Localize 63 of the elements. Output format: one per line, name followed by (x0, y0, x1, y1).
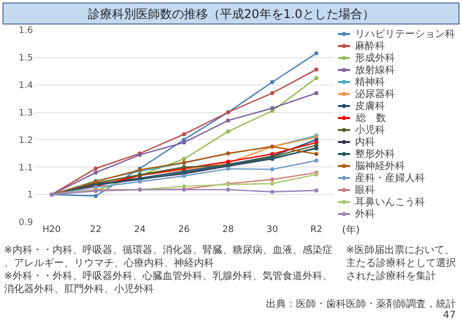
point (226, 118, 230, 123)
y-tick-label: 1.4 (18, 81, 34, 92)
point (94, 170, 98, 175)
legend-label: 脳神経外科 (355, 160, 405, 172)
legend-label: 形成外科 (355, 52, 395, 64)
point (94, 166, 98, 171)
chart-title: 診療科別医師数の推移（平成20年を1.0とした場合） (88, 7, 374, 21)
legend-label: 外科 (355, 208, 375, 220)
point (314, 76, 318, 80)
text: ※外科・・外科、呼吸器外科、心臓血管外科、乳腺外科、気管食道外科、消化器外科、肛門外科、小児外科 (4, 270, 332, 295)
x-tick-label: H20 (42, 225, 62, 235)
x-tick-label: 30 (266, 225, 278, 235)
point (270, 190, 274, 194)
legend-label: 整形外科 (355, 148, 395, 160)
point (226, 129, 230, 134)
x-tick-label: 26 (178, 225, 190, 235)
y-tick-label: 1.6 (18, 26, 34, 36)
point (314, 51, 318, 56)
point (314, 91, 318, 96)
point (182, 156, 186, 161)
point (226, 166, 230, 171)
point (182, 132, 186, 136)
y-tick-label: 1.1 (18, 163, 33, 174)
point (270, 106, 274, 110)
text: ※医師届出票において、主たる診療科として選択された診療科を集計 (346, 244, 456, 282)
point (314, 68, 318, 72)
y-tick-label: 0.9 (18, 218, 34, 228)
legend-label: 皮膚科 (355, 100, 385, 112)
legend-label: 耳鼻いんこう科 (355, 196, 425, 208)
point (270, 80, 274, 84)
y-tick-label: 1.2 (18, 136, 33, 146)
x-tick-label: 28 (222, 225, 234, 235)
text: (年) (342, 224, 360, 236)
legend-label: リハビリテーション科 (355, 28, 455, 40)
y-tick-label: 1.5 (18, 54, 33, 64)
y-tick-label: 1.3 (18, 108, 33, 118)
text: 47 (443, 310, 456, 320)
point (182, 184, 186, 188)
legend-label: 放射線科 (355, 64, 395, 76)
legend-label: 眼科 (355, 184, 375, 196)
legend-label: 泌尿器科 (355, 88, 395, 100)
point (314, 188, 318, 192)
point (270, 177, 274, 182)
point (314, 158, 318, 163)
legend-label: 麻酔科 (355, 40, 385, 52)
point (270, 91, 274, 96)
point (182, 140, 186, 144)
x-tick-label: R2 (310, 225, 322, 235)
legend-label: 内科 (355, 136, 375, 148)
x-tick-label: 22 (90, 225, 102, 235)
y-tick-label: 1 (27, 190, 33, 201)
x-tick-label: 24 (134, 225, 146, 235)
text: ※内科・・内科、呼吸器、循環器、消化器、腎臓、糖尿病、血液、感染症、アレルギー、リウマチ、心療内科、神経内科 (4, 244, 332, 269)
legend-label: 産科・産婦人科 (355, 172, 425, 184)
point (270, 167, 274, 172)
source-note: 出典：医師・歯科医師・薬剤師調査，統計 (266, 298, 456, 310)
point (226, 188, 230, 192)
point (314, 152, 318, 156)
legend-label: 精神科 (355, 76, 385, 88)
legend-label: 総 数 (355, 112, 386, 124)
legend-label: 小児科 (355, 124, 385, 136)
point (270, 182, 274, 186)
point (94, 194, 98, 198)
